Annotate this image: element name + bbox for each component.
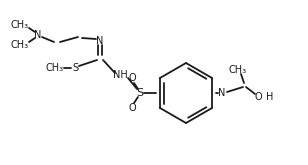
Text: H: H [266,92,274,102]
Text: CH₃: CH₃ [229,65,247,75]
Text: O: O [128,103,136,113]
Text: N: N [218,88,226,98]
Text: CH₃: CH₃ [46,63,64,73]
Text: S: S [72,63,78,73]
Text: O: O [254,92,262,102]
Text: NH: NH [113,70,128,80]
Text: S: S [136,88,144,98]
Text: O: O [128,73,136,83]
Text: CH₃: CH₃ [11,20,29,30]
Text: CH₃: CH₃ [11,40,29,50]
Text: N: N [96,36,104,46]
Text: N: N [34,30,42,40]
